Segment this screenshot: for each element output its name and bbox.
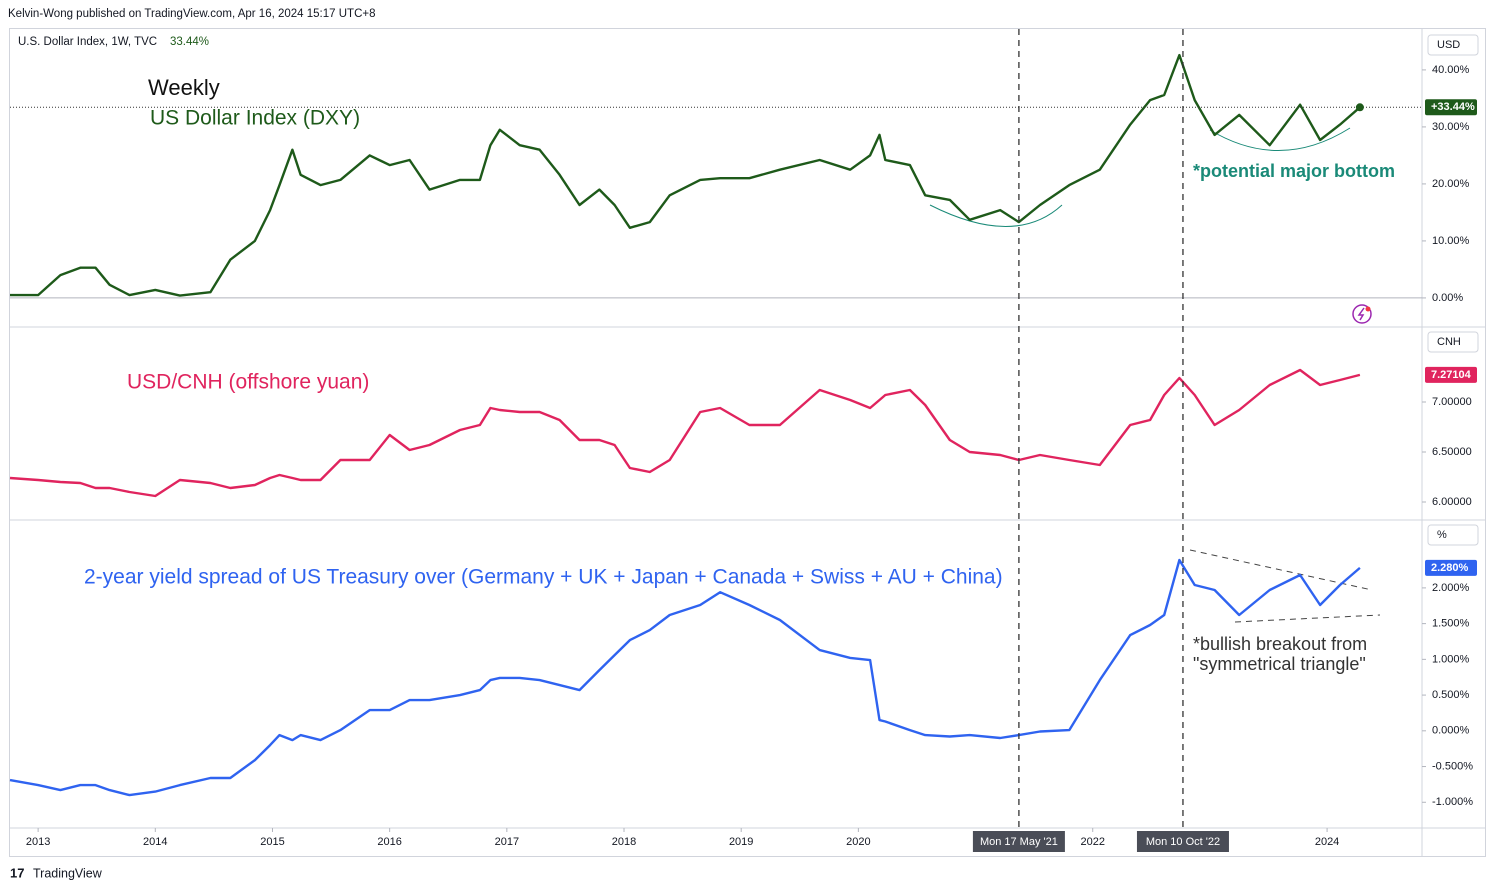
annotation: "symmetrical triangle"	[1193, 654, 1366, 674]
series-line	[9, 368, 1361, 498]
last-value-label: 2.280%	[1431, 562, 1469, 574]
bottom-arc	[929, 204, 1063, 227]
y-tick-label: 10.00%	[1432, 235, 1470, 247]
x-tick-label: 2017	[495, 836, 519, 848]
annotation: 2-year yield spread of US Treasury over …	[84, 566, 1003, 589]
annotation: *potential major bottom	[1193, 161, 1395, 181]
last-value-badge	[1425, 99, 1477, 116]
event-label: Mon 17 May '21	[980, 836, 1058, 848]
last-value-label: 7.27104	[1431, 369, 1472, 381]
x-tick-label: 2013	[26, 836, 50, 848]
annotation: Weekly	[148, 75, 220, 100]
axis-label-box	[1427, 34, 1479, 56]
last-value-label: +33.44%	[1431, 101, 1475, 113]
triangle-line	[1234, 614, 1381, 623]
y-tick-label: 1.500%	[1432, 618, 1470, 630]
annotation: US Dollar Index (DXY)	[150, 107, 360, 130]
last-value-badge	[1425, 559, 1477, 576]
y-tick-label: 6.00000	[1432, 496, 1472, 508]
x-tick-label: 2015	[260, 836, 284, 848]
bottom-arc	[1209, 127, 1351, 151]
y-tick-label: 0.000%	[1432, 725, 1470, 737]
x-tick-label: 2018	[612, 836, 636, 848]
legend-title: U.S. Dollar Index, 1W, TVC	[18, 36, 157, 48]
series-line	[10, 53, 1361, 297]
y-tick-label: 0.00%	[1432, 292, 1463, 304]
axis-label: %	[1437, 529, 1447, 541]
frame	[9, 28, 1486, 857]
publisher: Kelvin-Wong published on TradingView.com…	[8, 8, 375, 20]
y-tick-label: 1.000%	[1432, 653, 1470, 665]
event-label: Mon 10 Oct '22	[1146, 836, 1220, 848]
y-tick-label: 2.000%	[1432, 582, 1470, 594]
axis-label-box	[1427, 331, 1479, 353]
annotation: USD/CNH (offshore yuan)	[127, 371, 369, 394]
footer: TradingView	[33, 866, 103, 880]
axis-label: CNH	[1437, 336, 1461, 348]
x-tick-label: 2020	[846, 836, 870, 848]
axis-label-box	[1427, 524, 1479, 546]
y-tick-label: -0.500%	[1432, 760, 1473, 772]
annotation: *bullish breakout from	[1193, 634, 1367, 654]
y-tick-label: -1.000%	[1432, 796, 1473, 808]
alert-icon-dot	[1365, 306, 1371, 312]
event-badge	[972, 831, 1065, 852]
y-tick-label: 40.00%	[1432, 64, 1470, 76]
y-tick-label: 20.00%	[1432, 178, 1470, 190]
y-tick-label: 7.00000	[1432, 396, 1472, 408]
legend-value: 33.44%	[170, 36, 209, 48]
event-badge	[1136, 831, 1229, 852]
x-tick-label: 2022	[1080, 836, 1104, 848]
footer-logo: 17	[10, 865, 24, 880]
y-tick-label: 6.50000	[1432, 446, 1472, 458]
y-tick-label: 30.00%	[1432, 121, 1470, 133]
last-value-badge	[1425, 366, 1477, 383]
x-tick-label: 2024	[1315, 836, 1339, 848]
y-tick-label: 0.500%	[1432, 689, 1470, 701]
series-line	[9, 558, 1361, 797]
x-tick-label: 2016	[377, 836, 401, 848]
axis-label: USD	[1437, 39, 1460, 51]
last-point	[1355, 103, 1364, 112]
x-tick-label: 2014	[143, 836, 167, 848]
alert-icon-bolt	[1357, 307, 1365, 321]
x-tick-label: 2019	[729, 836, 753, 848]
logo-mark: 17	[10, 865, 24, 880]
alert-icon	[1352, 304, 1372, 324]
